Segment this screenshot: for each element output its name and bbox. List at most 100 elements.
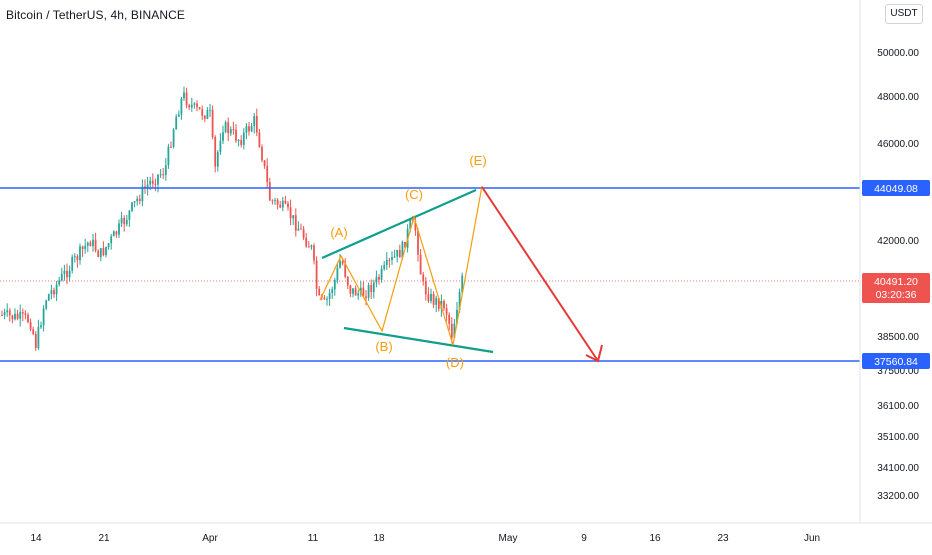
candle-body — [159, 174, 162, 176]
x-tick-label: 16 — [649, 533, 661, 544]
y-tick-label: 50000.00 — [877, 48, 919, 59]
y-tick-label: 48000.00 — [877, 92, 919, 103]
candle-body — [29, 322, 32, 330]
candle-body — [123, 217, 126, 225]
x-tick-label: Jun — [804, 533, 820, 544]
candle-body — [396, 250, 399, 257]
candle-body — [141, 186, 144, 202]
price-axis[interactable]: 50000.00 48000.00 46000.00 42000.00 38500.00… — [859, 0, 930, 523]
candle-body — [448, 314, 451, 324]
candle-body — [76, 256, 79, 261]
candle-body — [248, 126, 250, 132]
candle-body — [42, 308, 45, 326]
x-tick-label: Apr — [202, 533, 218, 544]
candle-body — [253, 116, 256, 127]
level-price-label: 44049.08 — [874, 183, 918, 195]
candle-body — [305, 237, 308, 247]
candle-body — [297, 228, 300, 231]
candle-body — [203, 115, 206, 119]
candle-body — [151, 180, 154, 184]
wave-label: (E) — [469, 153, 486, 168]
candle-body — [339, 261, 341, 268]
trendlines — [321, 188, 494, 354]
candle-body — [97, 250, 100, 257]
candle-body — [357, 293, 360, 296]
candle-body — [409, 219, 412, 229]
candle-body — [261, 147, 263, 161]
candle-body — [136, 198, 139, 202]
candle-body — [375, 276, 378, 283]
candle-body — [14, 313, 16, 320]
candle-body — [268, 182, 271, 201]
candle-body — [99, 248, 102, 257]
candle-body — [11, 315, 14, 320]
candle-body — [245, 126, 248, 133]
candle-body — [86, 242, 89, 246]
candle-body — [107, 243, 110, 247]
time-axis[interactable]: 14 21 Apr 11 18 May 9 16 23 Jun — [0, 522, 932, 544]
candle-body — [427, 294, 430, 302]
candle-body — [211, 109, 214, 138]
candle-body — [414, 221, 417, 231]
candle-body — [378, 276, 380, 280]
candle-body — [310, 245, 313, 248]
candle-body — [328, 292, 331, 299]
y-tick-label: 37500.00 — [877, 366, 919, 377]
candle-body — [318, 288, 321, 296]
candle-body — [138, 198, 141, 202]
candle-body — [349, 285, 352, 294]
candle-body — [128, 210, 131, 220]
candle-body — [115, 231, 118, 235]
y-tick-label: 36100.00 — [877, 401, 919, 412]
candle-body — [177, 114, 180, 117]
candle-body — [27, 314, 29, 323]
candle-body — [383, 264, 386, 269]
y-tick-label: 46000.00 — [877, 139, 919, 150]
candle-body — [73, 256, 76, 258]
candle-body — [445, 308, 448, 315]
candle-body — [92, 239, 94, 247]
candle-body — [333, 280, 336, 290]
candle-body — [302, 229, 305, 238]
candle-body — [110, 236, 113, 244]
candle-body — [391, 257, 393, 260]
x-tick-label: 23 — [717, 533, 729, 544]
level-price-tag — [862, 353, 930, 369]
candle-body — [287, 203, 289, 208]
candle-body — [450, 323, 453, 338]
candle-body — [125, 219, 128, 225]
candle-body — [422, 274, 425, 282]
candle-body — [206, 110, 209, 119]
wave-label: (A) — [330, 225, 347, 240]
candle-body — [229, 129, 232, 134]
candle-body — [398, 250, 401, 258]
upper-trendline — [321, 188, 477, 260]
candle-body — [307, 246, 310, 248]
candle-body — [323, 297, 326, 300]
candle-body — [53, 290, 55, 295]
candle-body — [34, 333, 37, 348]
candle-body — [284, 200, 287, 204]
candle-body — [94, 239, 97, 251]
x-tick-label: 9 — [581, 533, 587, 544]
candle-body — [336, 267, 339, 281]
candle-body — [341, 261, 344, 264]
candle-body — [58, 280, 61, 285]
y-tick-label: 38500.00 — [877, 332, 919, 343]
y-tick-label: 34100.00 — [877, 463, 919, 474]
candle-body — [8, 310, 11, 316]
candle-body — [63, 270, 66, 274]
candle-body — [154, 183, 157, 185]
candle-body — [276, 199, 279, 205]
level-price-tag — [862, 180, 930, 196]
candle-body — [6, 310, 9, 313]
y-tick-label: 42000.00 — [877, 236, 919, 247]
candle-body — [133, 201, 136, 203]
candle-body — [167, 146, 170, 166]
candle-body — [242, 132, 245, 145]
currency-badge[interactable]: USDT — [885, 4, 923, 24]
lower-trendline — [343, 326, 494, 354]
candle-body — [365, 296, 367, 298]
